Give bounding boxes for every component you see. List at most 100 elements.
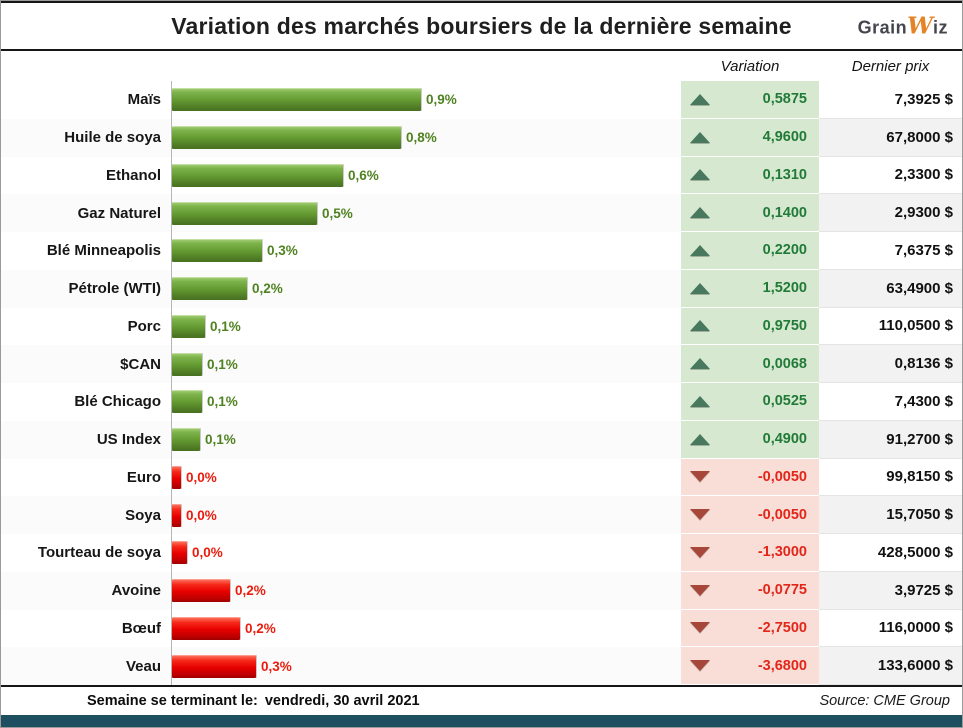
week-ending-label: Semaine se terminant le: [87,693,258,709]
up-triangle-icon [690,320,710,332]
variation-cell: -2,7500 [681,609,819,648]
variation-bar [172,88,421,112]
market-row: Euro 0,0% -0,0050 99,8150 $ [1,458,962,497]
market-row: Tourteau de soya 0,0% -1,3000 428,5000 $ [1,534,962,572]
bar-percent-label: 0,8% [406,130,437,146]
market-row: Veau 0,3% -3,6800 133,6000 $ [1,647,962,685]
up-triangle-icon [690,358,710,370]
market-label: Avoine [111,582,161,600]
bar-percent-label: 0,9% [426,92,457,108]
variation-value: -0,0050 [757,506,807,523]
market-row: Soya 0,0% -0,0050 15,7050 $ [1,496,962,534]
market-label: Pétrole (WTI) [68,280,162,298]
up-triangle-icon [690,395,710,407]
variation-value: 4,9600 [762,129,807,146]
down-triangle-icon [690,622,710,634]
market-label: Soya [125,506,161,524]
market-label: Blé Minneapolis [46,242,161,260]
price-value: 91,2700 $ [819,420,962,459]
bar-percent-label: 0,0% [192,545,223,561]
market-row: Huile de soya 0,8% 4,9600 67,8000 $ [1,118,962,157]
variation-bar [172,390,202,414]
variation-value: -0,0775 [757,582,807,599]
price-value: 15,7050 $ [819,496,962,534]
bar-area: 0,9% [171,81,681,119]
market-label: US Index [96,431,161,449]
variation-value: -2,7500 [757,619,807,636]
bar-area: 0,2% [171,609,681,648]
market-label: $CAN [120,355,161,373]
bar-percent-label: 0,1% [207,394,238,410]
variation-bar [172,541,187,565]
bar-percent-label: 0,2% [252,281,283,297]
market-rows: Maïs 0,9% 0,5875 7,3925 $ Huile de soya 0,8% 4… [1,81,962,685]
variation-cell: -1,3000 [681,534,819,572]
week-ending-text: Semaine se terminant le: vendredi, 30 avr… [87,693,420,709]
market-label: Bœuf [121,619,161,637]
up-triangle-icon [690,169,710,181]
market-row: Blé Chicago 0,1% 0,0525 7,4300 $ [1,383,962,421]
bar-percent-label: 0,0% [186,469,217,485]
market-row: $CAN 0,1% 0,0068 0,8136 $ [1,345,962,383]
price-value: 99,8150 $ [819,458,962,497]
market-label: Maïs [127,91,161,109]
variation-value: 0,5875 [762,91,807,108]
down-triangle-icon [690,660,710,672]
variation-value: 0,0068 [762,355,807,372]
variation-value: 0,0525 [762,393,807,410]
bar-area: 0,6% [171,156,681,195]
bar-percent-label: 0,3% [267,243,298,259]
variation-bar [172,239,262,263]
variation-cell: 0,2200 [681,232,819,270]
down-triangle-icon [690,584,710,596]
variation-cell: 0,1400 [681,194,819,232]
bar-area: 0,1% [171,307,681,346]
market-label: Veau [125,657,161,675]
column-header-variation: Variation [720,57,780,75]
up-triangle-icon [690,282,710,294]
market-label: Tourteau de soya [37,544,161,562]
market-label: Gaz Naturel [77,204,161,222]
bar-percent-label: 0,1% [210,318,241,334]
price-value: 110,0500 $ [819,307,962,346]
price-value: 7,3925 $ [819,81,962,119]
bar-area: 0,5% [171,194,681,232]
variation-bar [172,201,317,225]
price-value: 3,9725 $ [819,571,962,610]
bar-percent-label: 0,3% [261,658,292,674]
variation-value: 0,1400 [762,204,807,221]
market-row: Blé Minneapolis 0,3% 0,2200 7,6375 $ [1,232,962,270]
up-triangle-icon [690,433,710,445]
column-headers: Variation Dernier prix [1,51,962,81]
variation-cell: 1,5200 [681,269,819,308]
market-row: Porc 0,1% 0,9750 110,0500 $ [1,307,962,346]
variation-bar [172,428,200,452]
up-triangle-icon [690,131,710,143]
variation-value: -1,3000 [757,544,807,561]
market-row: Gaz Naturel 0,5% 0,1400 2,9300 $ [1,194,962,232]
variation-bar [172,314,205,338]
variation-cell: 0,9750 [681,307,819,346]
market-label: Euro [126,468,161,486]
price-value: 2,9300 $ [819,194,962,232]
bar-percent-label: 0,1% [205,432,236,448]
week-ending-date: vendredi, 30 avril 2021 [264,693,420,709]
bar-area: 0,8% [171,118,681,157]
variation-bar [172,503,181,527]
bar-percent-label: 0,0% [186,507,217,523]
down-triangle-icon [690,546,710,558]
variation-cell: 0,5875 [681,81,819,119]
market-row: Maïs 0,9% 0,5875 7,3925 $ [1,81,962,119]
variation-cell: -3,6800 [681,647,819,685]
variation-cell: 0,0068 [681,345,819,383]
market-label: Porc [127,317,161,335]
variation-cell: 0,0525 [681,383,819,421]
page-title: Variation des marchés boursiers de la de… [171,12,792,39]
bar-area: 0,3% [171,232,681,270]
up-triangle-icon [690,207,710,219]
price-value: 0,8136 $ [819,345,962,383]
bottom-accent-strip [1,715,962,727]
variation-bar [172,654,256,678]
column-header-price: Dernier prix [851,57,930,75]
market-row: Bœuf 0,2% -2,7500 116,0000 $ [1,609,962,648]
